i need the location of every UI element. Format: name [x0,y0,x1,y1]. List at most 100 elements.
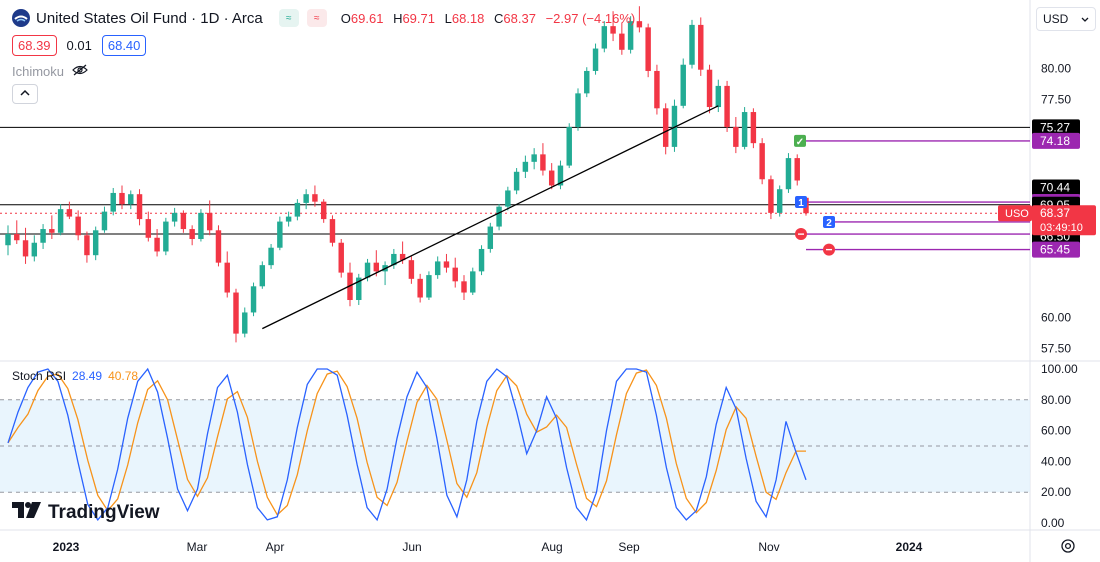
stoch-d-line [7,369,806,516]
stoch-tick-label: 20.00 [1041,485,1071,499]
open-value: 69.61 [350,10,384,26]
candle-body [14,234,20,241]
quote-row: 68.39 0.01 68.40 [12,35,147,56]
open-label: O [340,10,351,26]
close-value: 68.37 [503,10,536,26]
stoch-tick-label: 100.00 [1041,362,1078,376]
order-cancel-glyph: − [825,243,832,257]
order-cancel-marker[interactable] [823,243,835,256]
symbol-legend[interactable]: United States Oil Fund · 1D · Arca ≈ ≈ O… [12,8,635,28]
candle-body [303,194,309,203]
price-tick-label: 80.00 [1041,61,1071,75]
candle-body [768,179,774,213]
eye-hidden-icon[interactable] [72,64,88,79]
candle-body [233,292,239,334]
time-tick-label: 2023 [53,540,80,554]
time-tick-label: Mar [187,540,208,554]
candle-body [662,108,669,147]
stoch-k-line [7,367,807,522]
candle-body [373,262,380,272]
brand-name: TradingView [48,502,160,523]
price-labels: 75.2774.1870.4469.2769.0567.6766.7066.50… [998,119,1096,258]
candle-body [110,192,116,212]
sell-price-button[interactable]: 68.39 [12,35,57,56]
candle-body [294,202,301,217]
candle-body [522,161,529,172]
trendline[interactable] [262,105,719,330]
trendline-segment[interactable] [262,105,719,330]
candle-body [698,24,704,70]
candle-body [285,216,292,222]
stoch-axis-ticks: 100.00 80.00 60.00 40.00 20.00 0.00 [1041,362,1078,530]
candle-body [750,112,757,144]
candle-body [689,24,695,65]
candle-body [215,230,222,263]
candle-body [268,247,274,266]
candle-body [776,189,783,213]
candle-body [452,267,458,282]
indicator-legend[interactable]: Ichimoku [12,64,88,79]
high-label: H [393,10,403,26]
candle-body [592,48,599,71]
candle-body [206,212,213,231]
candle-body [645,27,651,71]
candle-body [119,192,125,205]
candle-body [356,277,362,301]
candle-body [171,212,178,222]
candle-body [198,212,204,240]
currency-select[interactable]: USD [1036,7,1096,31]
candle-body [75,216,81,236]
order-marker[interactable] [823,215,835,228]
indicator-name[interactable]: Ichimoku [12,64,65,79]
candle-body [399,253,406,261]
order-marker[interactable] [794,134,806,147]
stoch-rsi-legend[interactable]: Stoch RSI 28.49 40.78 [12,369,138,383]
candle-body [794,158,800,181]
order-lines[interactable]: ✓ 1 2 − − [794,134,1030,257]
candle-body [312,194,318,202]
candle-body [741,112,748,147]
candle-body [136,194,143,220]
candle-body [461,281,467,293]
candle-body [92,230,99,256]
candle-body [487,226,494,249]
flag-up-button[interactable]: ≈ [278,9,299,27]
price-label-box [1032,119,1080,136]
candle-body [566,126,572,166]
price-label-box [1032,179,1080,196]
candle-body [434,261,441,276]
price-label-box [1032,132,1080,149]
candle-body [724,85,730,127]
candle-body [601,26,608,49]
tradingview-logo[interactable]: TradingView [12,502,160,524]
order-cancel-glyph: − [797,227,804,241]
tv-mark-icon [12,502,42,524]
order-cancel-marker[interactable] [795,228,807,241]
chevron-up-icon [20,88,30,100]
candle-body [426,275,432,298]
candle-body [154,237,160,252]
price-label: 70.44 [1040,180,1070,194]
stoch-rsi-series [7,367,807,522]
time-tick-label: Nov [758,540,779,554]
stoch-tick-label: 60.00 [1041,424,1071,438]
flag-down-button[interactable]: ≈ [306,9,327,27]
candle-body [706,69,713,108]
low-value: 68.18 [451,10,485,26]
candle-body [531,154,537,162]
low-label: L [444,10,452,26]
countdown-label: 03:49:10 [1040,222,1083,234]
candle-body [84,235,90,256]
symbol-title[interactable]: United States Oil Fund · 1D · Arca [36,9,263,27]
candle-body [57,209,64,233]
stoch-rsi-name[interactable]: Stoch RSI [12,369,67,383]
candle-body [224,262,230,293]
settings-icon[interactable] [1060,538,1076,554]
chevron-down-icon [1081,12,1089,26]
candle-body [575,93,581,127]
collapse-legend-button[interactable] [12,84,38,104]
order-marker[interactable] [795,196,807,209]
buy-price-button[interactable]: 68.40 [101,35,147,56]
stoch-tick-label: 0.00 [1041,516,1065,530]
